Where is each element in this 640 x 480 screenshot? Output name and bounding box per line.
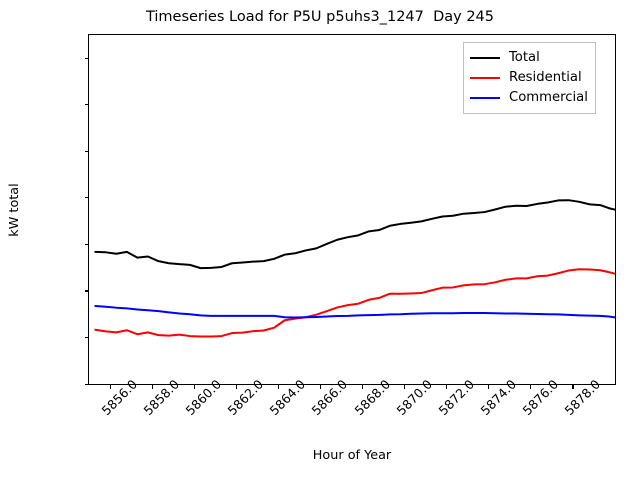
legend-item-commercial: Commercial (470, 88, 588, 108)
series-line-total (94, 199, 615, 270)
series-line-commercial (94, 305, 615, 319)
plot-area (88, 34, 616, 385)
x-tick-mark (319, 385, 322, 389)
series-line-residential (94, 268, 615, 338)
y-axis-label: kW total (7, 183, 22, 237)
legend-label: Total (509, 50, 540, 66)
y-tick-mark (84, 290, 88, 292)
chart-title: Timeseries Load for P5U p5uhs3_1247 Day … (145, 9, 495, 25)
x-tick-mark (277, 385, 279, 389)
legend-label: Commercial (509, 90, 588, 106)
x-tick-mark (193, 385, 195, 389)
legend-label: Residential (509, 70, 582, 86)
y-tick-mark (84, 336, 88, 339)
x-tick-mark (446, 385, 448, 389)
x-tick-mark (151, 385, 153, 389)
legend-swatch-total (470, 56, 500, 60)
plot-lines (94, 199, 615, 338)
chart-legend: Total Residential Commercial (463, 42, 596, 114)
y-tick-mark (84, 383, 88, 385)
y-tick-mark (84, 150, 88, 152)
x-tick-mark (362, 385, 364, 389)
y-tick-mark (84, 57, 88, 59)
y-tick-mark (84, 104, 88, 106)
legend-item-residential: Residential (470, 68, 588, 88)
legend-item-total: Total (470, 48, 588, 68)
x-axis-label: Hour of Year (312, 448, 392, 463)
x-tick-mark (235, 385, 237, 389)
x-tick-mark (404, 385, 406, 389)
y-tick-mark (84, 243, 88, 245)
x-tick-mark (530, 385, 532, 389)
x-tick-mark (488, 385, 490, 389)
x-tick-mark (109, 385, 111, 389)
legend-swatch-residential (470, 76, 500, 80)
x-tick-mark (572, 385, 574, 389)
y-tick-mark (84, 197, 88, 199)
legend-swatch-commercial (470, 96, 500, 100)
